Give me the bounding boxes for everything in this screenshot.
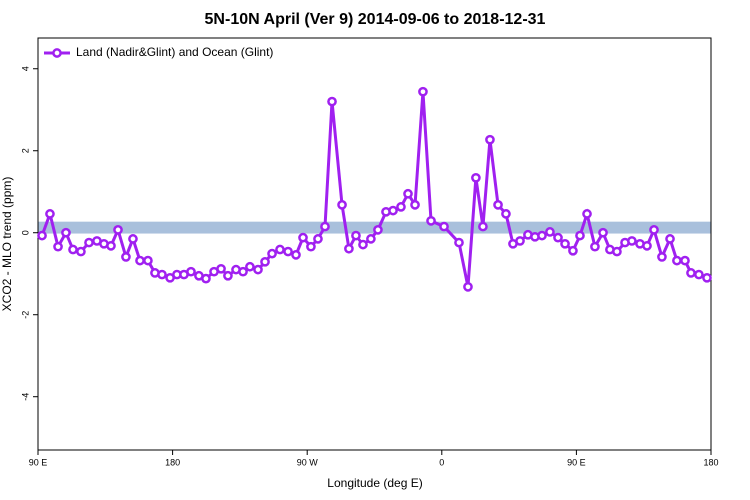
point <box>373 225 383 235</box>
plot-frame <box>37 37 712 451</box>
x-axis-label: Longitude (deg E) <box>327 476 422 490</box>
point <box>358 239 368 250</box>
point <box>478 221 488 232</box>
point <box>337 199 347 210</box>
point <box>403 188 413 199</box>
point <box>76 246 86 257</box>
point <box>642 240 652 251</box>
y-tick-label: 0 <box>20 230 30 235</box>
point <box>135 255 145 266</box>
point <box>157 269 167 280</box>
y-tick-label: -4 <box>20 393 30 401</box>
point <box>223 270 233 281</box>
point <box>553 232 563 243</box>
point <box>351 230 361 241</box>
point <box>590 241 600 252</box>
point <box>612 246 622 257</box>
point <box>298 232 308 243</box>
point <box>560 238 570 249</box>
point <box>410 199 420 210</box>
point <box>463 281 473 292</box>
point <box>665 234 675 244</box>
point <box>388 205 398 216</box>
point <box>366 234 376 244</box>
point <box>418 86 428 97</box>
point <box>37 230 47 241</box>
y-tick-label: -2 <box>20 311 30 319</box>
point <box>253 264 263 275</box>
point <box>694 269 704 280</box>
point <box>454 237 464 248</box>
point <box>320 221 330 232</box>
point <box>396 202 406 212</box>
point <box>344 243 354 254</box>
point <box>143 255 153 266</box>
series-line <box>40 91 708 288</box>
point <box>313 234 323 244</box>
point <box>216 263 226 274</box>
point <box>672 255 682 266</box>
point <box>627 236 637 246</box>
point <box>680 255 690 266</box>
point <box>686 268 696 278</box>
point <box>471 172 481 183</box>
x-tick-label: 180 <box>703 457 718 467</box>
point <box>568 245 578 256</box>
x-tick-label: 90 W <box>297 457 319 467</box>
legend-marker <box>52 48 62 58</box>
point <box>426 215 436 226</box>
point <box>657 252 667 262</box>
x-tick-label: 90 E <box>567 457 586 467</box>
point <box>485 134 495 145</box>
point <box>582 209 592 219</box>
point <box>327 96 337 107</box>
point <box>84 237 94 248</box>
point <box>598 227 608 238</box>
point <box>121 252 131 262</box>
point <box>128 234 138 244</box>
point <box>260 256 270 267</box>
point <box>702 272 712 283</box>
point <box>61 227 71 238</box>
point <box>186 266 196 277</box>
point <box>53 241 63 252</box>
point <box>545 227 555 237</box>
point <box>306 241 316 252</box>
point <box>201 273 211 284</box>
point <box>501 209 511 219</box>
point <box>45 209 55 219</box>
point <box>283 246 293 257</box>
point <box>439 221 449 232</box>
y-tick-label: 2 <box>20 148 30 153</box>
point <box>575 230 585 241</box>
x-tick-label: 0 <box>439 457 444 467</box>
point <box>537 230 547 241</box>
point <box>113 225 123 235</box>
y-tick-label: 4 <box>20 66 30 71</box>
y-axis-label: XCO2 - MLO trend (ppm) <box>0 177 14 312</box>
point <box>267 248 277 259</box>
point <box>106 240 116 251</box>
chart-title: 5N-10N April (Ver 9) 2014-09-06 to 2018-… <box>205 11 546 28</box>
legend-label: Land (Nadir&Glint) and Ocean (Glint) <box>76 45 273 59</box>
point <box>68 244 78 255</box>
point <box>245 261 255 272</box>
point <box>275 244 285 255</box>
point <box>649 225 659 235</box>
x-tick-label: 180 <box>165 457 180 467</box>
point <box>291 250 301 260</box>
point <box>493 199 503 210</box>
point <box>515 236 525 246</box>
point <box>238 266 248 277</box>
x-tick-label: 90 E <box>29 457 48 467</box>
